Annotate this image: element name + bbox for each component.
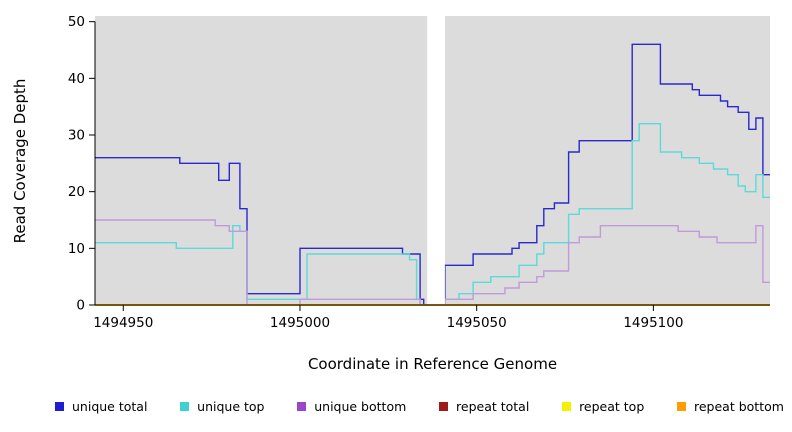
legend-swatch xyxy=(55,402,64,411)
legend-label: repeat top xyxy=(579,399,645,414)
legend: unique total unique top unique bottom repea… xyxy=(55,399,784,414)
x-tick-label: 1495000 xyxy=(270,315,330,331)
y-tick-label: 20 xyxy=(68,184,85,200)
legend-swatch xyxy=(677,402,686,411)
legend-item: unique total xyxy=(55,399,147,414)
x-tick-label: 1495100 xyxy=(623,315,683,331)
legend-swatch xyxy=(297,402,307,411)
legend-item: unique bottom xyxy=(297,399,406,414)
y-tick-label: 0 xyxy=(76,298,85,314)
y-axis-label: Read Coverage Depth xyxy=(11,78,29,244)
legend-item: unique top xyxy=(180,399,264,414)
legend-label: repeat total xyxy=(456,399,530,414)
coverage-chart: 0 10 20 30 40 50 1494950 1495000 1495050 1495100 xyxy=(68,14,770,331)
legend-item: repeat total xyxy=(439,399,529,414)
x-tick-label: 1495050 xyxy=(447,315,507,331)
legend-label: unique total xyxy=(72,399,148,414)
y-tick-label: 40 xyxy=(68,71,85,87)
y-tick-label: 30 xyxy=(68,128,85,144)
legend-label: unique bottom xyxy=(314,399,407,414)
legend-swatch xyxy=(562,402,572,411)
x-tick-label: 1494950 xyxy=(93,315,153,331)
legend-label: repeat bottom xyxy=(694,399,784,414)
legend-label: unique top xyxy=(197,399,265,414)
legend-item: repeat bottom xyxy=(677,399,784,414)
masked-region xyxy=(427,16,445,305)
y-tick-label: 50 xyxy=(68,14,85,30)
y-tick-label: 10 xyxy=(68,241,85,257)
series-unique-top xyxy=(95,123,770,306)
legend-swatch xyxy=(180,402,190,411)
x-axis-label: Coordinate in Reference Genome xyxy=(307,355,558,373)
legend-swatch xyxy=(439,402,449,411)
legend-item: repeat top xyxy=(562,399,644,414)
